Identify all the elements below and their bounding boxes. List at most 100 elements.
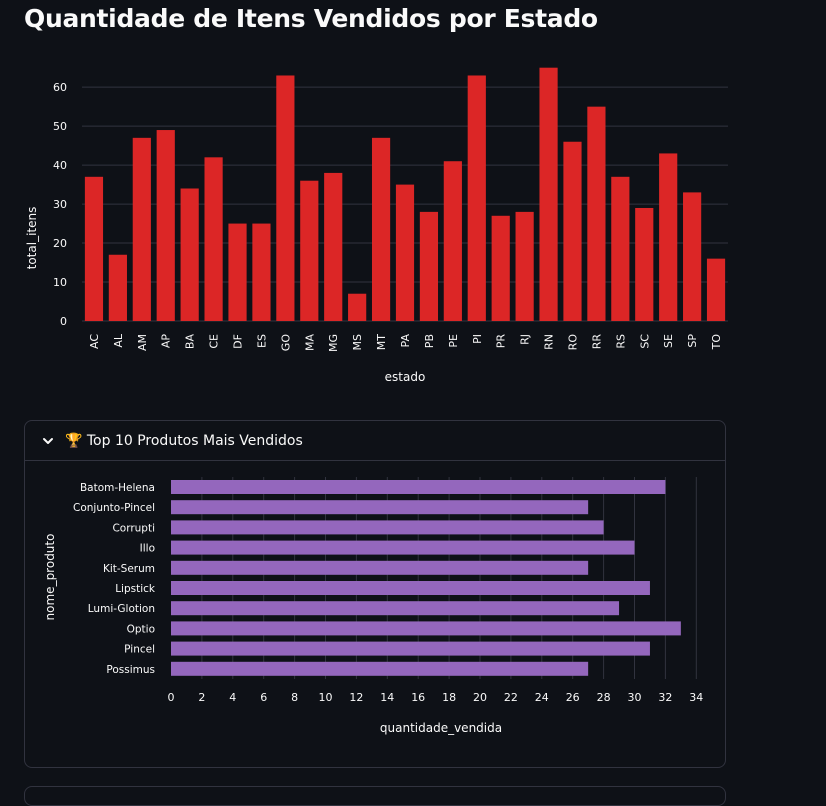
- bar-corrupti[interactable]: [171, 520, 604, 535]
- x-tick-label: PA: [399, 334, 412, 348]
- y-tick-label: Pincel: [124, 644, 155, 656]
- bar-PB[interactable]: [419, 211, 439, 321]
- x-tick-label: GO: [279, 334, 292, 352]
- bar-SC[interactable]: [635, 207, 654, 321]
- bar-RR[interactable]: [587, 106, 606, 321]
- bar-pincel[interactable]: [171, 641, 650, 656]
- x-tick-label: 14: [380, 691, 394, 704]
- bar-PA[interactable]: [395, 184, 415, 321]
- x-tick-label: 28: [597, 691, 611, 704]
- bar-RO[interactable]: [563, 141, 582, 321]
- x-tick-label: DF: [232, 334, 245, 349]
- bar-lipstick[interactable]: [171, 581, 650, 595]
- x-tick-label: SE: [662, 334, 675, 348]
- bar-GO[interactable]: [276, 75, 295, 321]
- x-tick-label: SC: [638, 334, 651, 349]
- y-tick-label: 0: [60, 315, 67, 328]
- bar-optio[interactable]: [171, 621, 681, 636]
- x-tick-label: BA: [184, 334, 197, 350]
- x-tick-label: RS: [614, 334, 627, 349]
- bar-AP[interactable]: [156, 130, 175, 321]
- y-tick-label: Lipstick: [115, 583, 156, 595]
- bar-SE[interactable]: [659, 153, 678, 321]
- bar-CE[interactable]: [204, 157, 223, 321]
- x-tick-label: TO: [710, 334, 723, 351]
- x-tick-label: 18: [442, 691, 456, 704]
- bar-TO[interactable]: [706, 258, 726, 321]
- bar-PE[interactable]: [443, 161, 462, 321]
- bar-MG[interactable]: [324, 172, 343, 321]
- y-tick-label: Kit-Serum: [103, 563, 155, 575]
- bar-AM[interactable]: [132, 137, 151, 321]
- x-tick-label: 2: [198, 691, 205, 704]
- x-tick-label: ES: [255, 334, 268, 348]
- bar-SP[interactable]: [683, 192, 702, 321]
- bar-DF[interactable]: [228, 223, 247, 321]
- x-tick-label: 20: [473, 691, 487, 704]
- bar-illo[interactable]: [171, 540, 635, 555]
- bar-lumi-glotion[interactable]: [171, 601, 620, 616]
- x-tick-label: 8: [291, 691, 298, 704]
- y-tick-label: 10: [53, 276, 67, 289]
- x-tick-label: RN: [543, 334, 556, 350]
- x-tick-label: PR: [495, 334, 508, 349]
- x-axis-label: quantidade_vendida: [380, 721, 502, 735]
- x-tick-label: 4: [229, 691, 236, 704]
- y-tick-label: 30: [53, 198, 67, 211]
- bar-MS[interactable]: [348, 293, 367, 321]
- bar-MT[interactable]: [371, 137, 391, 321]
- bar-PR[interactable]: [491, 215, 510, 321]
- bar-kit-serum[interactable]: [171, 560, 589, 575]
- bar-MA[interactable]: [300, 180, 319, 321]
- y-axis-label: nome_produto: [43, 534, 57, 621]
- x-tick-label: 10: [319, 691, 333, 704]
- bar-PI[interactable]: [467, 75, 486, 321]
- x-tick-label: AM: [136, 334, 149, 351]
- x-axis-label: estado: [385, 370, 426, 384]
- x-tick-label: CE: [208, 334, 221, 349]
- x-tick-label: 34: [689, 691, 703, 704]
- x-tick-label: MG: [327, 334, 340, 352]
- bar-BA[interactable]: [180, 188, 199, 322]
- x-tick-label: 6: [260, 691, 267, 704]
- state-bar-chart: 0 10 20 30 40 50 60 AC AL AM AP BA CE DF ES GO MA MG MS MT…: [25, 67, 728, 384]
- x-tick-label: 30: [628, 691, 642, 704]
- y-tick-label: 50: [53, 120, 67, 133]
- y-tick-label: 20: [53, 237, 67, 250]
- bar-RJ[interactable]: [515, 211, 534, 321]
- expander-header[interactable]: 🏆 Top 10 Produtos Mais Vendidos: [25, 421, 725, 461]
- x-tick-label: AP: [160, 334, 173, 349]
- y-tick-label: Possimus: [106, 664, 155, 676]
- y-tick-label: Corrupti: [112, 522, 155, 534]
- top-products-bar-chart: Batom-Helena Conjunto-Pincel Corrupti Illo K…: [43, 477, 703, 735]
- bar-possimus[interactable]: [171, 661, 589, 676]
- y-tick-label: Lumi-Glotion: [88, 603, 155, 615]
- bar-conjunto-pincel[interactable]: [171, 500, 589, 515]
- x-tick-label: SP: [686, 334, 699, 348]
- bar-AC[interactable]: [84, 176, 104, 321]
- page-title: Quantidade de Itens Vendidos por Estado: [24, 4, 598, 33]
- x-tick-label: MT: [375, 334, 388, 350]
- y-tick-label: Optio: [127, 623, 155, 635]
- y-axis-label: total_itens: [25, 207, 39, 270]
- bar-AL[interactable]: [108, 254, 127, 321]
- bar-RN[interactable]: [539, 67, 558, 321]
- x-tick-label: 16: [411, 691, 425, 704]
- bar-ES[interactable]: [252, 223, 271, 321]
- x-tick-label: 32: [658, 691, 672, 704]
- x-tick-label: AL: [112, 333, 125, 348]
- top-products-expander: 🏆 Top 10 Produtos Mais Vendidos Batom-He…: [24, 420, 726, 768]
- x-tick-label: RR: [590, 334, 603, 350]
- next-expander[interactable]: [24, 786, 726, 806]
- x-tick-label: RO: [566, 334, 579, 351]
- x-tick-label: PI: [471, 334, 484, 344]
- bar-batom-helena[interactable]: [171, 480, 666, 494]
- x-tick-label: 0: [168, 691, 175, 704]
- bar-RS[interactable]: [611, 176, 630, 321]
- x-tick-label: 12: [349, 691, 363, 704]
- y-tick-label: Batom-Helena: [80, 482, 155, 494]
- expander-title: 🏆 Top 10 Produtos Mais Vendidos: [65, 432, 303, 449]
- x-tick-label: PB: [423, 334, 436, 348]
- x-tick-label: RJ: [519, 334, 532, 345]
- x-tick-label: 24: [535, 691, 549, 704]
